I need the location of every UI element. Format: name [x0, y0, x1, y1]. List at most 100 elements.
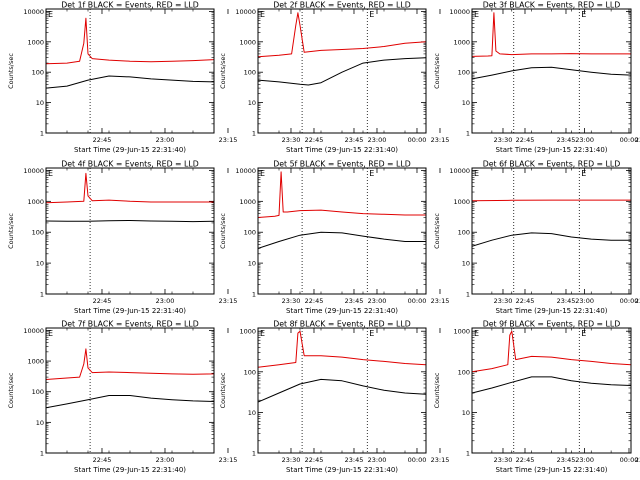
y-axis-label: Counts/sec [433, 213, 441, 249]
y-tick-label: 100 [32, 229, 44, 237]
events-series-line [472, 66, 631, 80]
x-tick-label: 23:30 [282, 456, 301, 464]
plot-frame [257, 8, 427, 134]
time-marker-label: E [581, 169, 586, 178]
x-tick-label: 22:45 [516, 297, 535, 305]
panel-title: Det 2f BLACK = Events, RED = LLD [273, 1, 411, 10]
events-series-line [472, 376, 631, 394]
y-tick-label: 10000 [235, 8, 256, 16]
x-tick-label: 23:00 [575, 456, 594, 464]
y-axis-label: Counts/sec [7, 372, 15, 408]
plot-frame [45, 327, 215, 454]
y-tick-label: 10000 [23, 8, 44, 16]
x-axis-label: Start Time (29-Jun-15 22:31:40) [74, 307, 186, 315]
x-tick-label: 23:00 [368, 456, 387, 464]
panel-title: Det 3f BLACK = Events, RED = LLD [483, 1, 621, 10]
time-marker-label: E [369, 329, 374, 338]
y-tick-label: 10 [462, 260, 470, 268]
y-tick-label: 100 [458, 368, 470, 376]
y-tick-label: 100 [32, 69, 44, 77]
start-marker-label: E [48, 169, 53, 178]
x-tick-label: 23:15 [635, 456, 640, 464]
detector-panel-1: Det 1f BLACK = Events, RED = LLD Counts/s… [7, 1, 427, 155]
y-tick-label: 1000 [239, 38, 256, 46]
x-tick-label: 23:15 [635, 297, 640, 305]
detector-panel-9: Det 9f BLACK = Events, RED = LLD Counts/s… [433, 320, 640, 475]
x-axis-label: Start Time (29-Jun-15 22:31:40) [286, 307, 398, 315]
plot-frame [257, 167, 427, 295]
panel-title: Det 1f BLACK = Events, RED = LLD [61, 1, 199, 10]
start-marker-label: E [474, 10, 479, 19]
events-series-line [258, 378, 426, 403]
detector-panel-6: Det 6f BLACK = Events, RED = LLD Counts/s… [433, 160, 640, 316]
time-marker-label: E [581, 10, 586, 19]
y-tick-label: 1000 [453, 38, 470, 46]
panel-title: Det 9f BLACK = Events, RED = LLD [483, 320, 621, 329]
x-tick-label: 22:45 [93, 136, 112, 144]
y-tick-label: 10000 [449, 8, 470, 16]
x-tick-label: 23:15 [431, 136, 450, 144]
x-tick-label: 23:45 [557, 456, 576, 464]
panel-title: Det 4f BLACK = Events, RED = LLD [61, 160, 199, 169]
y-tick-label: 1000 [239, 328, 256, 336]
x-tick-label: 00:00 [408, 297, 427, 305]
y-tick-label: 10000 [23, 167, 44, 175]
y-axis-label: Counts/sec [219, 213, 227, 249]
plot-frame [45, 8, 215, 134]
y-axis-label: Counts/sec [219, 372, 227, 408]
x-tick-label: 00:00 [620, 456, 639, 464]
plot-frame [45, 167, 215, 295]
start-marker-label: E [474, 329, 479, 338]
y-tick-label: 10000 [235, 167, 256, 175]
x-tick-label: 23:15 [431, 297, 450, 305]
plot-frame [257, 327, 427, 454]
y-axis-label: Counts/sec [433, 53, 441, 89]
x-tick-label: 00:00 [408, 136, 427, 144]
y-tick-label: 1 [466, 291, 470, 299]
x-tick-label: 22:45 [516, 456, 535, 464]
detector-panel-5: Det 5f BLACK = Events, RED = LLD Counts/s… [219, 160, 638, 316]
y-tick-label: 1 [252, 130, 256, 138]
y-axis-label: Counts/sec [7, 213, 15, 249]
x-tick-label: 23:30 [282, 297, 301, 305]
time-marker-label: E [369, 169, 374, 178]
panel-title: Det 6f BLACK = Events, RED = LLD [483, 160, 621, 169]
start-marker-label: E [260, 10, 265, 19]
lld-series-line [46, 348, 214, 380]
x-axis-label: Start Time (29-Jun-15 22:31:40) [496, 146, 608, 154]
detector-panel-7: Det 7f BLACK = Events, RED = LLD Counts/s… [7, 320, 426, 475]
lld-series-line [258, 330, 426, 368]
x-tick-label: 22:45 [516, 136, 535, 144]
detector-panel-8: Det 8f BLACK = Events, RED = LLD Counts/s… [219, 320, 639, 475]
y-tick-label: 10000 [23, 327, 44, 335]
x-tick-label: 23:45 [557, 136, 576, 144]
y-tick-label: 1000 [27, 38, 44, 46]
y-tick-label: 1 [466, 130, 470, 138]
y-tick-label: 100 [244, 229, 256, 237]
y-tick-label: 1 [40, 291, 44, 299]
x-axis-label: Start Time (29-Jun-15 22:31:40) [496, 307, 608, 315]
y-tick-label: 100 [244, 69, 256, 77]
y-tick-label: 100 [458, 229, 470, 237]
x-tick-label: 23:15 [219, 297, 238, 305]
x-tick-label: 23:45 [345, 297, 364, 305]
x-tick-label: 23:45 [345, 136, 364, 144]
x-tick-label: 00:00 [620, 136, 639, 144]
lld-series-line [46, 172, 214, 204]
y-tick-label: 1 [466, 450, 470, 458]
y-axis-label: Counts/sec [7, 53, 15, 89]
x-axis-label: Start Time (29-Jun-15 22:31:40) [286, 466, 398, 474]
plot-frame [471, 167, 632, 295]
x-tick-label: 23:00 [575, 297, 594, 305]
x-tick-label: 23:15 [219, 136, 238, 144]
y-tick-label: 10 [36, 419, 44, 427]
y-tick-label: 1 [252, 450, 256, 458]
plot-frame [471, 327, 632, 454]
start-marker-label: E [474, 169, 479, 178]
y-tick-label: 1000 [27, 198, 44, 206]
x-tick-label: 23:15 [219, 456, 238, 464]
start-marker-label: E [260, 329, 265, 338]
x-tick-label: 23:30 [282, 136, 301, 144]
x-tick-label: 22:45 [93, 456, 112, 464]
